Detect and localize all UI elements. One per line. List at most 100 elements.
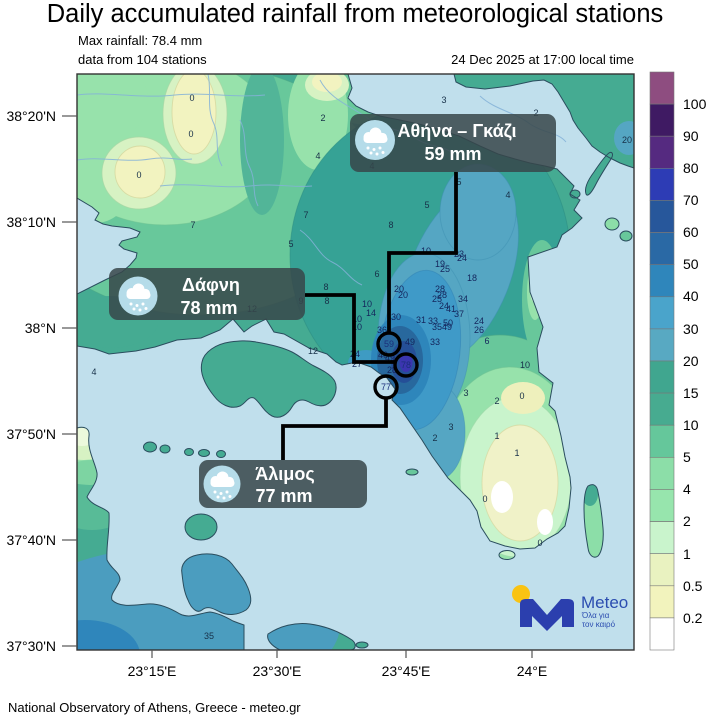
svg-text:0.2: 0.2 [683, 610, 703, 626]
svg-text:τον καιρό: τον καιρό [582, 620, 616, 629]
svg-text:data from 104 stations: data from 104 stations [78, 52, 207, 67]
svg-text:28: 28 [387, 365, 397, 375]
svg-text:2: 2 [683, 513, 691, 529]
svg-text:35: 35 [204, 631, 214, 641]
svg-text:49: 49 [385, 353, 395, 363]
svg-text:20: 20 [622, 135, 632, 145]
svg-text:4: 4 [683, 481, 691, 497]
svg-text:49: 49 [442, 322, 452, 332]
svg-text:4: 4 [91, 367, 96, 377]
svg-text:10: 10 [362, 299, 372, 309]
svg-text:1: 1 [514, 448, 519, 458]
svg-text:2: 2 [320, 113, 325, 123]
svg-text:24: 24 [474, 316, 484, 326]
svg-text:20: 20 [394, 284, 404, 294]
svg-text:23°45'E: 23°45'E [382, 663, 431, 679]
svg-text:4: 4 [505, 190, 510, 200]
svg-text:30: 30 [683, 321, 699, 337]
svg-text:Άλιμος: Άλιμος [255, 464, 314, 484]
svg-text:2: 2 [432, 433, 437, 443]
svg-text:33: 33 [428, 316, 438, 326]
svg-text:59 mm: 59 mm [424, 144, 481, 164]
svg-text:28: 28 [435, 284, 445, 294]
svg-text:24°E: 24°E [517, 663, 548, 679]
svg-text:5: 5 [424, 200, 429, 210]
svg-text:60: 60 [683, 224, 699, 240]
svg-text:15: 15 [683, 385, 699, 401]
svg-text:23°30'E: 23°30'E [253, 663, 302, 679]
svg-text:8: 8 [388, 220, 393, 230]
svg-text:23: 23 [454, 249, 464, 259]
svg-text:24 Dec 2025 at 17:00 local tim: 24 Dec 2025 at 17:00 local time [451, 52, 634, 67]
svg-text:49: 49 [405, 337, 415, 347]
svg-text:35: 35 [432, 322, 442, 332]
svg-text:37°30'N: 37°30'N [6, 638, 56, 654]
svg-text:40: 40 [683, 288, 699, 304]
svg-text:5: 5 [288, 239, 293, 249]
svg-text:14: 14 [366, 308, 376, 318]
svg-text:70: 70 [683, 192, 699, 208]
svg-text:38°20'N: 38°20'N [6, 108, 56, 124]
svg-text:12: 12 [308, 346, 318, 356]
svg-text:26: 26 [474, 325, 484, 335]
svg-text:3: 3 [463, 388, 468, 398]
svg-text:6: 6 [374, 269, 379, 279]
svg-text:4: 4 [315, 151, 320, 161]
svg-text:10: 10 [352, 322, 362, 332]
svg-text:0: 0 [189, 93, 194, 103]
svg-text:23°15'E: 23°15'E [128, 663, 177, 679]
svg-text:0: 0 [537, 538, 542, 548]
svg-text:3: 3 [448, 422, 453, 432]
svg-text:10: 10 [352, 314, 362, 324]
svg-text:10: 10 [683, 417, 699, 433]
svg-text:6: 6 [484, 336, 489, 346]
svg-text:20: 20 [683, 353, 699, 369]
svg-text:Meteo: Meteo [581, 593, 628, 612]
svg-text:37°50'N: 37°50'N [6, 426, 56, 442]
svg-text:0: 0 [482, 494, 487, 504]
svg-text:10: 10 [520, 360, 530, 370]
svg-text:1: 1 [494, 431, 499, 441]
svg-text:77 mm: 77 mm [255, 486, 312, 506]
svg-text:2: 2 [533, 108, 538, 118]
svg-text:37: 37 [454, 309, 464, 319]
svg-text:7: 7 [190, 220, 195, 230]
svg-text:Daily accumulated rainfall fro: Daily accumulated rainfall from meteorol… [47, 0, 664, 28]
svg-text:8: 8 [323, 282, 328, 292]
svg-text:30: 30 [391, 312, 401, 322]
svg-text:Αθήνα – Γκάζι: Αθήνα – Γκάζι [398, 121, 517, 142]
svg-text:5: 5 [456, 177, 461, 187]
svg-text:78: 78 [401, 360, 411, 370]
svg-text:80: 80 [683, 160, 699, 176]
svg-text:36: 36 [377, 325, 387, 335]
svg-text:25: 25 [432, 294, 442, 304]
svg-text:3: 3 [441, 95, 446, 105]
svg-text:5: 5 [683, 449, 691, 465]
svg-text:33: 33 [430, 337, 440, 347]
svg-text:24: 24 [439, 301, 449, 311]
svg-text:28: 28 [437, 290, 447, 300]
svg-text:100: 100 [683, 96, 707, 112]
svg-text:34: 34 [458, 294, 468, 304]
svg-text:25: 25 [440, 264, 450, 274]
svg-text:50: 50 [443, 318, 453, 328]
svg-text:50: 50 [683, 256, 699, 272]
svg-text:38°10'N: 38°10'N [6, 214, 56, 230]
svg-text:2: 2 [494, 396, 499, 406]
svg-text:8: 8 [324, 296, 329, 306]
svg-text:38°N: 38°N [25, 320, 56, 336]
svg-text:Δάφνη: Δάφνη [182, 275, 240, 295]
svg-text:National Observatory of Athens: National Observatory of Athens, Greece -… [8, 700, 301, 715]
svg-text:Όλα για: Όλα για [581, 611, 610, 620]
svg-text:Max rainfall: 78.4 mm: Max rainfall: 78.4 mm [78, 33, 202, 48]
svg-text:19: 19 [435, 259, 445, 269]
svg-text:59: 59 [384, 339, 394, 349]
svg-text:78 mm: 78 mm [180, 298, 237, 318]
svg-text:27: 27 [352, 359, 362, 369]
svg-text:0: 0 [188, 129, 193, 139]
svg-text:37°40'N: 37°40'N [6, 532, 56, 548]
svg-text:7: 7 [303, 210, 308, 220]
svg-text:0.5: 0.5 [683, 578, 703, 594]
svg-text:0: 0 [136, 170, 141, 180]
svg-text:24: 24 [457, 253, 467, 263]
